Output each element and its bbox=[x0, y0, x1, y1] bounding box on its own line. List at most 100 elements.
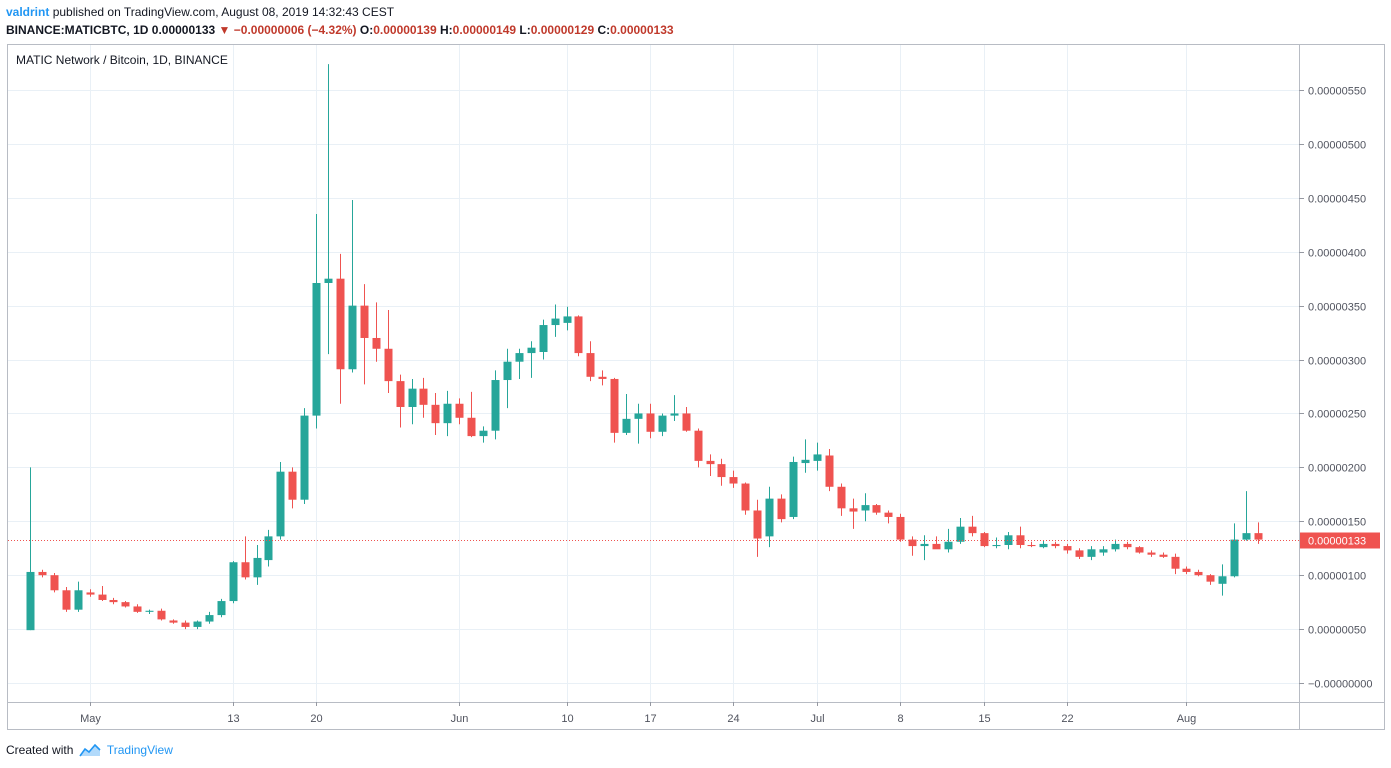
candle-up bbox=[74, 581, 83, 612]
candle-body bbox=[837, 486, 846, 509]
y-tick-label: 0.00000400 bbox=[1308, 248, 1366, 260]
candle-body bbox=[1004, 535, 1013, 545]
candle-down bbox=[610, 377, 619, 443]
candle-up bbox=[551, 304, 560, 337]
candle-body bbox=[419, 388, 428, 405]
x-tick-label: 24 bbox=[727, 713, 739, 725]
y-tick-label: 0.00000350 bbox=[1308, 302, 1366, 314]
symbol-info-line: BINANCE:MATICBTC, 1D 0.00000133 ▼ −0.000… bbox=[6, 22, 674, 38]
candle-body bbox=[503, 361, 512, 381]
candle-up bbox=[1004, 532, 1013, 550]
x-tick-label: 22 bbox=[1061, 713, 1073, 725]
candle-body bbox=[157, 610, 166, 620]
candle-up bbox=[348, 199, 357, 373]
x-tick-label: May bbox=[80, 713, 101, 725]
candle-up bbox=[253, 544, 262, 585]
candle-up bbox=[956, 518, 965, 544]
candle-down bbox=[825, 449, 834, 492]
candle-up bbox=[229, 561, 238, 604]
candle-body bbox=[276, 471, 285, 537]
candle-body bbox=[765, 498, 774, 537]
candle-body bbox=[1051, 543, 1060, 547]
candle-body bbox=[610, 378, 619, 433]
candle-up bbox=[515, 348, 524, 379]
candle-body bbox=[205, 615, 214, 622]
candle-body bbox=[956, 526, 965, 542]
candle-body bbox=[527, 347, 536, 354]
candle-up bbox=[503, 348, 512, 409]
candle-body bbox=[789, 461, 798, 517]
candle-body bbox=[729, 477, 738, 484]
candle-body bbox=[181, 622, 190, 627]
candle-down bbox=[62, 587, 71, 612]
candle-body bbox=[896, 516, 905, 540]
price-axis[interactable]: 0.00000550 0.00000500 0.00000450 0.00000400… bbox=[1299, 86, 1373, 691]
candle-down bbox=[169, 619, 178, 624]
candle-body bbox=[706, 460, 715, 465]
author-name[interactable]: valdrint bbox=[6, 5, 50, 19]
candle-down bbox=[837, 483, 846, 516]
candle-body bbox=[1063, 546, 1072, 551]
candle-body bbox=[1194, 571, 1203, 576]
candle-body bbox=[1039, 543, 1048, 548]
high-value: 0.00000149 bbox=[452, 23, 517, 37]
y-tick-label: 0.00000200 bbox=[1308, 463, 1366, 475]
open-label: O: bbox=[359, 23, 374, 37]
candle-down bbox=[1171, 553, 1180, 575]
low-label: L: bbox=[519, 23, 531, 37]
candle-body bbox=[241, 562, 250, 578]
candle-body bbox=[932, 543, 941, 550]
candle-up bbox=[300, 408, 309, 505]
chart-frame[interactable] bbox=[7, 44, 1385, 730]
candle-up bbox=[920, 535, 929, 561]
candle-body bbox=[479, 430, 488, 437]
candle-body bbox=[300, 415, 309, 500]
candle-down bbox=[1147, 550, 1156, 557]
candle-down bbox=[1051, 541, 1060, 549]
candle-body bbox=[62, 590, 71, 610]
candle-up bbox=[324, 64, 333, 355]
candle-body bbox=[1182, 568, 1191, 572]
candle-body bbox=[670, 413, 679, 416]
candle-body bbox=[1016, 535, 1025, 545]
candle-body bbox=[1242, 533, 1251, 540]
candle-body bbox=[598, 376, 607, 379]
candle-up bbox=[26, 467, 35, 631]
candle-body bbox=[813, 454, 822, 461]
x-tick-label: 15 bbox=[978, 713, 990, 725]
tradingview-brand-link[interactable]: TradingView bbox=[106, 743, 173, 757]
candle-body bbox=[1254, 533, 1263, 540]
candle-down bbox=[384, 309, 393, 393]
candle-body bbox=[145, 610, 154, 612]
current-price-line: 0.00000133 bbox=[8, 532, 1380, 549]
candle-up bbox=[658, 413, 667, 437]
low-value: 0.00000129 bbox=[530, 23, 595, 37]
candle-up bbox=[670, 395, 679, 422]
candle-down bbox=[455, 398, 464, 425]
time-axis[interactable]: May 13 20 Jun 10 17 24 Jul 8 15 22 Aug bbox=[80, 702, 1196, 725]
candle-down bbox=[1135, 546, 1144, 554]
candle-body bbox=[551, 318, 560, 326]
candle-up bbox=[1218, 564, 1227, 596]
candle-up bbox=[264, 529, 273, 567]
candlestick-chart[interactable]: 0.00000133 0.00000550 0.00000500 0.0000045… bbox=[0, 0, 1391, 735]
candle-body bbox=[133, 606, 142, 612]
candle-down bbox=[1194, 569, 1203, 577]
x-tick-label: 17 bbox=[644, 713, 656, 725]
y-tick-label: 0.00000300 bbox=[1308, 356, 1366, 368]
candle-up bbox=[622, 394, 631, 436]
candle-down bbox=[431, 392, 440, 436]
candle-up bbox=[539, 319, 548, 360]
candle-body bbox=[968, 526, 977, 534]
axis-lines bbox=[8, 45, 1384, 729]
candle-up bbox=[789, 456, 798, 520]
candle-body bbox=[396, 381, 405, 407]
candle-body bbox=[86, 592, 95, 595]
candle-body bbox=[801, 459, 810, 464]
candle-down bbox=[741, 482, 750, 515]
candle-up bbox=[1230, 523, 1239, 578]
candle-down bbox=[646, 403, 655, 439]
y-tick-label: 0.00000550 bbox=[1308, 86, 1366, 98]
candle-up bbox=[813, 442, 822, 471]
down-triangle-icon: ▼ bbox=[218, 23, 231, 37]
